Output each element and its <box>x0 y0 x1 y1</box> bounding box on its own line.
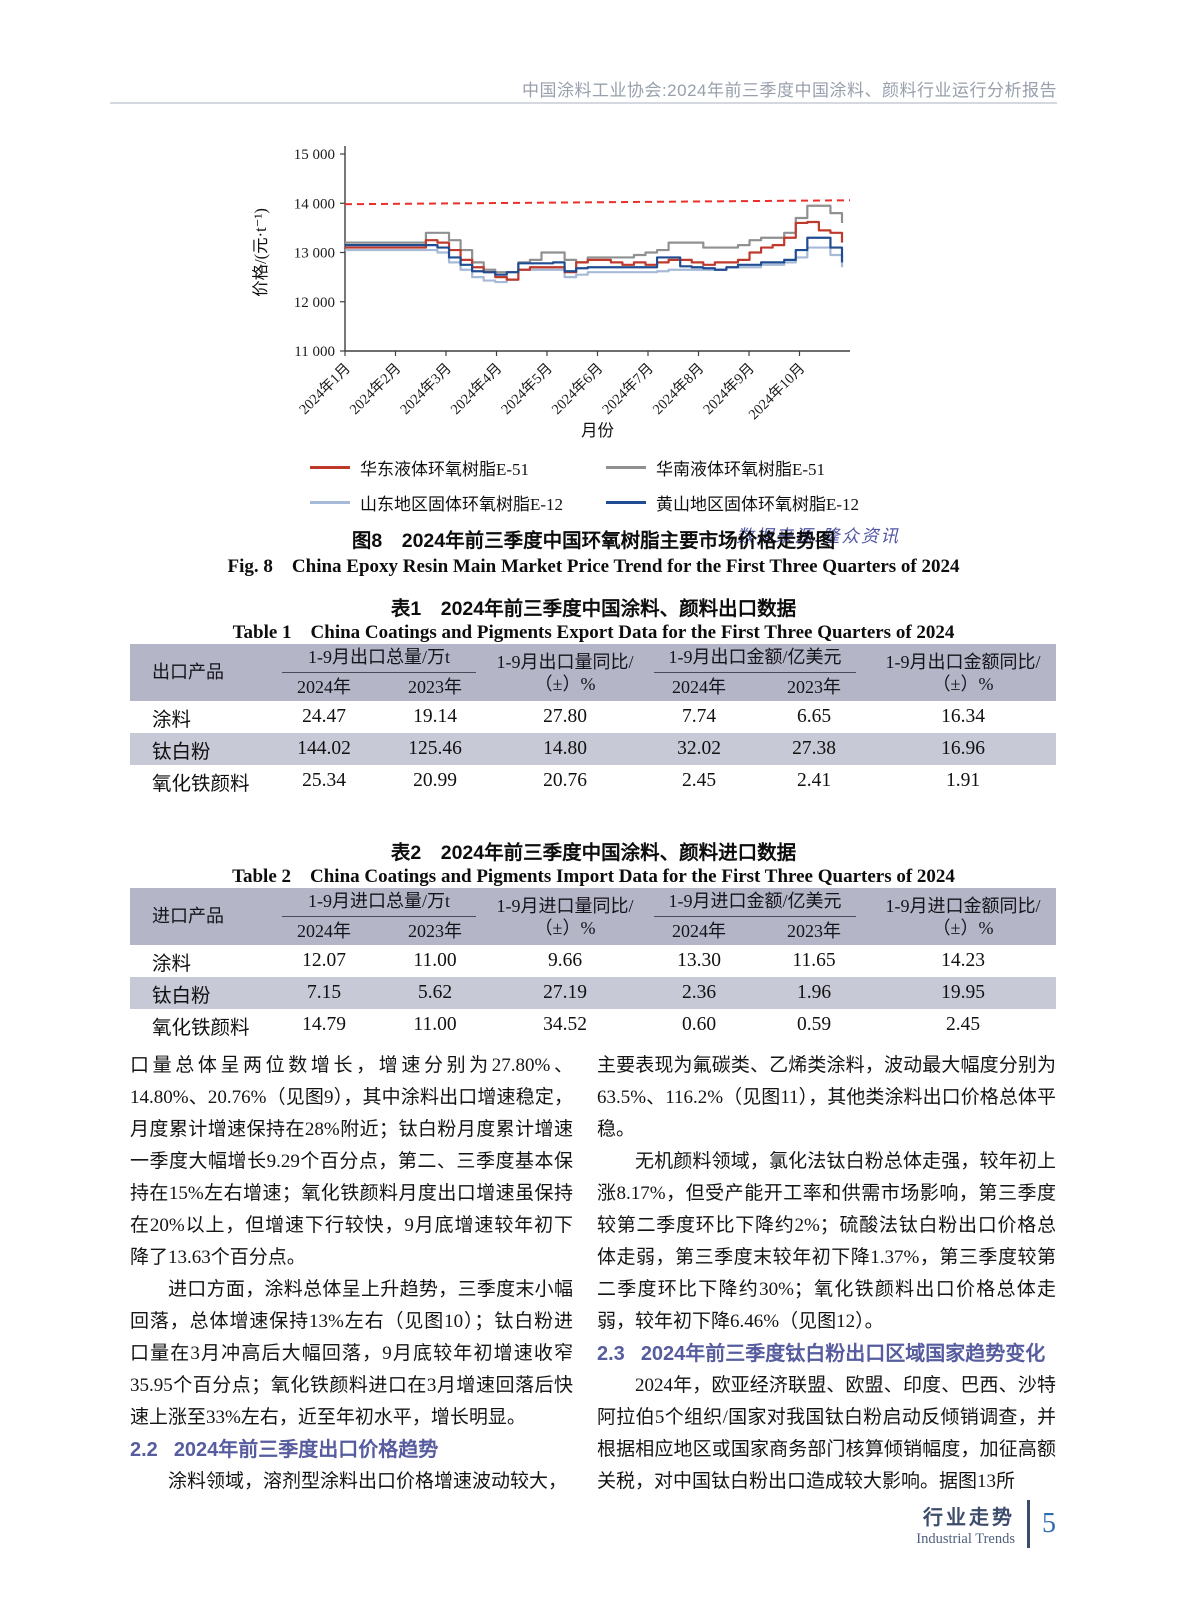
section-heading-2-3: 2.3 2024年前三季度钛白粉出口区域国家趋势变化 <box>597 1343 1046 1365</box>
chart-legend: 华东液体环氧树脂E-51 华南液体环氧树脂E-51 山东地区固体环氧树脂E-12… <box>310 455 900 515</box>
svg-text:2024年5月: 2024年5月 <box>498 360 556 418</box>
column-header-amount-group: 1-9月进口金额/亿美元 <box>640 888 870 917</box>
subheader-2024: 2024年 <box>268 917 380 945</box>
svg-text:2024年3月: 2024年3月 <box>397 360 455 418</box>
column-header-product: 出口产品 <box>130 644 268 701</box>
table-row: 钛白粉 144.02 125.46 14.80 32.02 27.38 16.9… <box>130 733 1056 765</box>
subheader-2023: 2023年 <box>380 673 490 701</box>
table2-caption-zh: 表2 2024年前三季度中国涂料、颜料进口数据 <box>390 842 797 864</box>
figure8-chart-block: 11 000 12 000 13 000 14 000 15 000 2024年1月 202… <box>240 136 900 548</box>
column-header-volume-group: 1-9月出口总量/万t <box>268 644 490 673</box>
legend-item: 华南液体环氧树脂E-51 <box>606 455 878 480</box>
figure8-caption-zh: 图8 2024年前三季度中国环氧树脂主要市场价格走势图 <box>351 530 836 552</box>
page-footer: 行业走势 Industrial Trends 5 <box>916 1500 1056 1548</box>
legend-item: 黄山地区固体环氧树脂E-12 <box>606 490 878 515</box>
footer-section-en: Industrial Trends <box>916 1530 1015 1547</box>
table1-caption-en: Table 1 China Coatings and Pigments Expo… <box>232 622 955 643</box>
table-row: 氧化铁颜料 14.79 11.00 34.52 0.60 0.59 2.45 <box>152 1014 981 1039</box>
subheader-2023: 2023年 <box>758 917 870 945</box>
table-row: 钛白粉 7.15 5.62 27.19 2.36 1.96 19.95 <box>130 977 1056 1009</box>
figure8-caption-en: Fig. 8 China Epoxy Resin Main Market Pri… <box>227 556 960 577</box>
paragraph: 无机颜料领域，氯化法钛白粉总体走强，较年初上涨8.17%，但受产能开工率和供需市… <box>597 1151 1056 1332</box>
table-row: 涂料 24.47 19.14 27.80 7.74 6.65 16.34 <box>152 706 985 731</box>
svg-text:2024年8月: 2024年8月 <box>649 360 707 418</box>
legend-item: 山东地区固体环氧树脂E-12 <box>310 490 582 515</box>
legend-label: 黄山地区固体环氧树脂E-12 <box>656 495 860 514</box>
svg-text:12 000: 12 000 <box>294 295 335 311</box>
svg-text:月份: 月份 <box>581 421 615 440</box>
paragraph: 涂料领域，溶剂型涂料出口价格增速波动较大， <box>168 1471 568 1492</box>
legend-item: 华东液体环氧树脂E-51 <box>310 455 582 480</box>
subheader-2024: 2024年 <box>640 917 758 945</box>
legend-label: 山东地区固体环氧树脂E-12 <box>360 495 564 514</box>
series-line-0 <box>345 220 844 281</box>
body-column-right: 主要表现为氟碳类、乙烯类涂料，波动最大幅度分别为63.5%、116.2%（见图1… <box>597 1050 1056 1498</box>
subheader-2024: 2024年 <box>640 673 758 701</box>
paragraph: 口量总体呈两位数增长，增速分别为27.80%、14.80%、20.76%（见图9… <box>130 1055 573 1268</box>
series-line-2 <box>345 246 844 284</box>
table-row: 氧化铁颜料 25.34 20.99 20.76 2.45 2.41 1.91 <box>152 770 981 795</box>
section-heading-2-2: 2.2 2024年前三季度出口价格趋势 <box>130 1439 439 1461</box>
subheader-2023: 2023年 <box>380 917 490 945</box>
body-column-left: 口量总体呈两位数增长，增速分别为27.80%、14.80%、20.76%（见图9… <box>130 1050 573 1498</box>
import-data-table: 进口产品 1-9月进口总量/万t 1-9月进口量同比/ （±）% 1-9月进口金… <box>130 888 1056 1041</box>
paragraph: 主要表现为氟碳类、乙烯类涂料，波动最大幅度分别为63.5%、116.2%（见图1… <box>597 1055 1056 1140</box>
footer-section-zh: 行业走势 <box>923 1506 1015 1529</box>
subheader-2024: 2024年 <box>268 673 380 701</box>
running-header: 中国涂料工业协会:2024年前三季度中国涂料、颜料行业运行分析报告 <box>521 81 1057 100</box>
svg-text:价格/(元·t⁻¹): 价格/(元·t⁻¹) <box>251 208 270 297</box>
svg-text:2024年1月: 2024年1月 <box>296 360 354 418</box>
paragraph: 进口方面，涂料总体呈上升趋势，三季度末小幅回落，总体增速保持13%左右（见图10… <box>130 1279 573 1428</box>
column-header-amount-yoy: 1-9月出口金额同比/ （±）% <box>870 644 1056 701</box>
column-header-volume-yoy: 1-9月出口量同比/ （±）% <box>490 644 640 701</box>
legend-label: 华南液体环氧树脂E-51 <box>656 460 826 479</box>
legend-line-swatch <box>606 466 646 469</box>
data-source-note: 数据来源:隆众资讯 <box>736 526 900 546</box>
legend-line-swatch <box>310 501 350 504</box>
svg-text:13 000: 13 000 <box>294 246 335 262</box>
svg-text:2024年6月: 2024年6月 <box>548 360 606 418</box>
subheader-2023: 2023年 <box>758 673 870 701</box>
svg-text:2024年2月: 2024年2月 <box>346 360 404 418</box>
header-divider <box>110 102 1057 104</box>
svg-text:2024年4月: 2024年4月 <box>447 360 505 418</box>
legend-line-swatch <box>310 466 350 469</box>
export-data-table: 出口产品 1-9月出口总量/万t 1-9月出口量同比/ （±）% 1-9月出口金… <box>130 644 1056 797</box>
svg-text:11 000: 11 000 <box>294 344 335 360</box>
svg-text:14 000: 14 000 <box>294 196 335 212</box>
column-header-volume-group: 1-9月进口总量/万t <box>268 888 490 917</box>
legend-label: 华东液体环氧树脂E-51 <box>360 460 530 479</box>
svg-text:2024年7月: 2024年7月 <box>599 360 657 418</box>
column-header-volume-yoy: 1-9月进口量同比/ （±）% <box>490 888 640 945</box>
table-row: 涂料 12.07 11.00 9.66 13.30 11.65 14.23 <box>152 950 985 975</box>
svg-text:15 000: 15 000 <box>294 147 335 163</box>
column-header-product: 进口产品 <box>130 888 268 945</box>
table1-caption-zh: 表1 2024年前三季度中国涂料、颜料出口数据 <box>390 598 797 620</box>
page-number: 5 <box>1042 1508 1056 1539</box>
legend-line-swatch <box>606 501 646 504</box>
table2-caption-en: Table 2 China Coatings and Pigments Impo… <box>232 866 955 887</box>
footer-divider <box>1027 1500 1030 1548</box>
series-line-3 <box>345 236 844 276</box>
column-header-amount-yoy: 1-9月进口金额同比/ （±）% <box>870 888 1056 945</box>
series-line-1 <box>345 204 844 274</box>
paragraph: 2024年，欧亚经济联盟、欧盟、印度、巴西、沙特阿拉伯5个组织/国家对我国钛白粉… <box>597 1375 1056 1492</box>
column-header-amount-group: 1-9月出口金额/亿美元 <box>640 644 870 673</box>
